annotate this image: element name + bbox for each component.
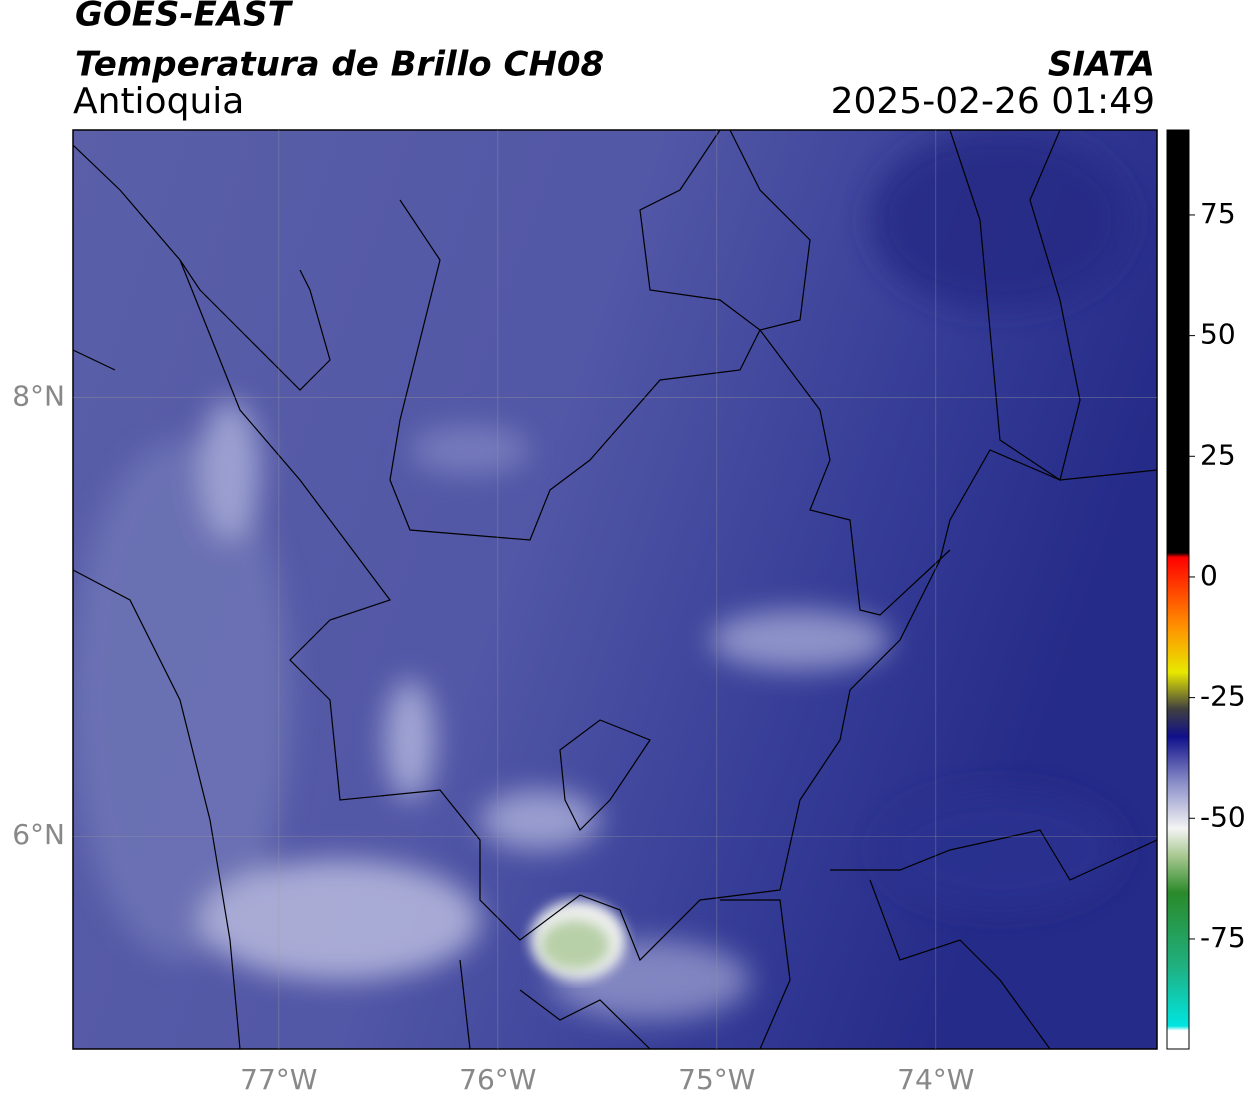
colorbar-tick-label: 25 xyxy=(1200,438,1236,471)
colorbar-tick-label: 0 xyxy=(1200,559,1218,592)
datetime: 2025-02-26 01:49 xyxy=(831,81,1155,122)
colorbar xyxy=(1166,129,1190,1050)
satellite-image xyxy=(73,130,1157,1049)
x-tick-label: 74°W xyxy=(897,1063,974,1096)
y-tick-label: 6°N xyxy=(12,818,65,851)
colorbar-tick-label: -50 xyxy=(1200,800,1246,833)
map-frame xyxy=(72,129,1158,1050)
x-tick-label: 77°W xyxy=(240,1063,317,1096)
title: GOES-EAST xyxy=(75,0,294,35)
source: SIATA xyxy=(1048,45,1155,85)
x-tick-label: 76°W xyxy=(459,1063,536,1096)
colorbar-tick-label: -75 xyxy=(1200,921,1246,954)
colorbar-tick-label: -25 xyxy=(1200,680,1246,713)
colorbar-tick-label: 50 xyxy=(1200,318,1236,351)
colorbar-tick-label: 75 xyxy=(1200,197,1236,230)
y-tick-label: 8°N xyxy=(12,380,65,413)
x-tick-label: 75°W xyxy=(678,1063,755,1096)
subtitle: Temperatura de Brillo CH08 xyxy=(75,45,604,85)
region: Antioquia xyxy=(73,81,244,122)
